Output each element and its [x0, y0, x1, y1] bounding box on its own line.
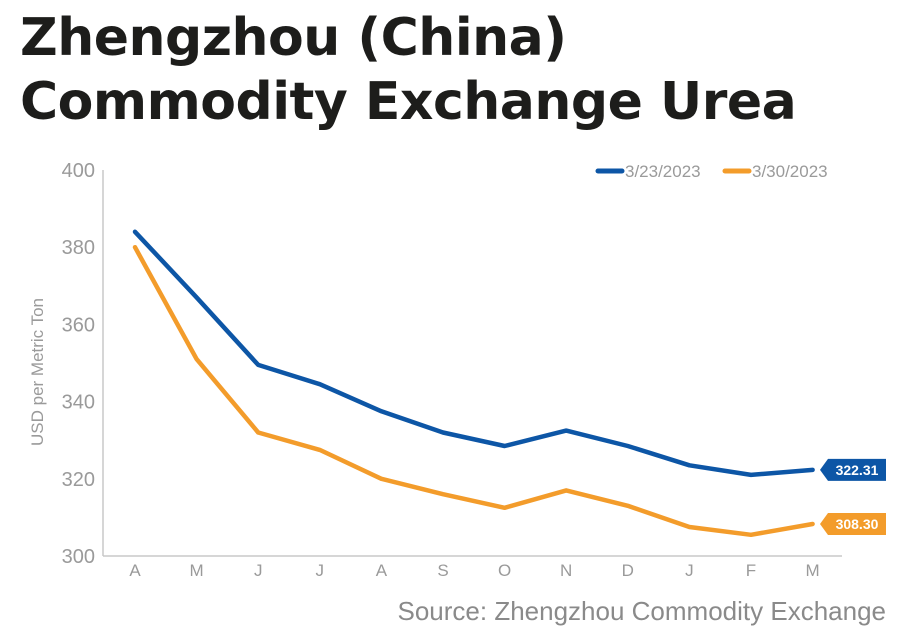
y-tick-label: 380 — [62, 237, 95, 259]
series-lines — [132, 229, 815, 538]
x-tick-label: O — [498, 561, 511, 580]
source-note: Source: Zhengzhou Commodity Exchange — [397, 596, 887, 626]
y-axis-title: USD per Metric Ton — [28, 298, 47, 446]
y-tick-label: 340 — [62, 392, 95, 414]
x-tick-label: J — [685, 561, 694, 580]
end-value-label: 322.31 — [836, 462, 879, 478]
x-tick-label: A — [376, 561, 388, 580]
series-line — [132, 244, 815, 538]
end-value-label: 308.30 — [836, 516, 879, 532]
x-tick-label: J — [254, 561, 263, 580]
end-label-tag — [820, 458, 886, 481]
y-tick-label: 300 — [62, 546, 95, 568]
end-value-labels: 322.31 308.30 — [820, 458, 886, 535]
x-tick-label: A — [129, 561, 141, 580]
legend-label: 3/30/2023 — [752, 162, 828, 181]
axes — [102, 170, 842, 557]
legend: 3/23/2023 3/30/2023 — [595, 162, 828, 181]
y-axis-tick-labels: 300 320 340 360 380 400 — [62, 160, 95, 568]
chart-title: Zhengzhou (China) Commodity Exchange Ure… — [20, 8, 797, 132]
x-tick-label: M — [806, 561, 820, 580]
series-line — [132, 229, 815, 478]
x-tick-label: D — [622, 561, 634, 580]
x-tick-label: F — [746, 561, 756, 580]
x-tick-label: M — [190, 561, 204, 580]
x-tick-label: N — [560, 561, 572, 580]
y-tick-label: 320 — [62, 469, 95, 491]
y-tick-label: 360 — [62, 314, 95, 336]
end-label-tag — [820, 512, 886, 535]
legend-label: 3/23/2023 — [625, 162, 701, 181]
x-tick-label: J — [316, 561, 325, 580]
y-tick-label: 400 — [62, 160, 95, 182]
x-tick-label: S — [437, 561, 448, 580]
